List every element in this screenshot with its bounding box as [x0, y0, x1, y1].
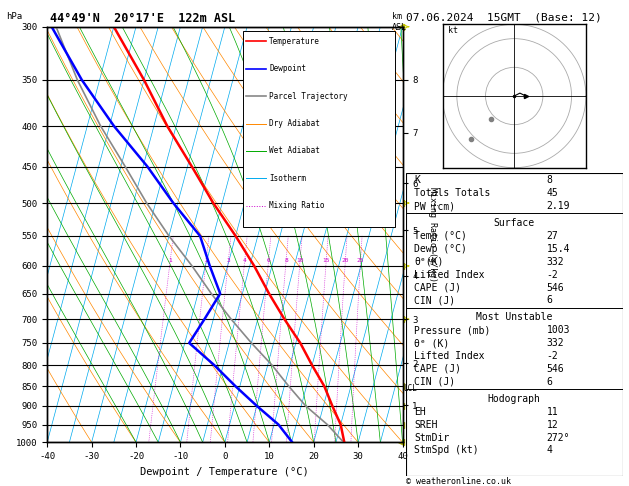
Text: 546: 546 [547, 282, 564, 293]
Text: Most Unstable: Most Unstable [476, 312, 552, 322]
Text: K: K [415, 175, 420, 185]
Text: Dewpoint: Dewpoint [269, 64, 306, 73]
Text: StmSpd (kt): StmSpd (kt) [415, 446, 479, 455]
Text: -2: -2 [547, 351, 559, 361]
Text: Dewp (°C): Dewp (°C) [415, 244, 467, 254]
Text: 44°49'N  20°17'E  122m ASL: 44°49'N 20°17'E 122m ASL [50, 12, 236, 25]
Text: 27: 27 [547, 231, 559, 241]
Text: 45: 45 [547, 188, 559, 198]
Text: 15: 15 [323, 258, 330, 262]
Text: 2: 2 [204, 258, 208, 262]
Text: 12: 12 [547, 419, 559, 430]
Text: 8: 8 [284, 258, 288, 262]
Text: 2.19: 2.19 [547, 201, 571, 211]
Text: 11: 11 [547, 407, 559, 417]
Text: kt: kt [448, 26, 459, 35]
Text: CAPE (J): CAPE (J) [415, 282, 462, 293]
Text: hPa: hPa [6, 12, 23, 21]
Text: StmDir: StmDir [415, 433, 450, 443]
Y-axis label: Mixing Ratio (g/kg): Mixing Ratio (g/kg) [428, 187, 437, 282]
Bar [243, 31, 396, 227]
Text: θᵉ(K): θᵉ(K) [415, 257, 444, 267]
Text: -2: -2 [547, 270, 559, 279]
Text: CAPE (J): CAPE (J) [415, 364, 462, 374]
Text: 15.4: 15.4 [547, 244, 571, 254]
Text: 546: 546 [547, 364, 564, 374]
Text: EH: EH [415, 407, 426, 417]
Text: Pressure (mb): Pressure (mb) [415, 325, 491, 335]
Text: 6: 6 [547, 377, 553, 387]
Text: SREH: SREH [415, 419, 438, 430]
X-axis label: Dewpoint / Temperature (°C): Dewpoint / Temperature (°C) [140, 467, 309, 477]
Text: Totals Totals: Totals Totals [415, 188, 491, 198]
Text: Isotherm: Isotherm [269, 174, 306, 183]
Text: θᵉ (K): θᵉ (K) [415, 338, 450, 348]
Text: CIN (J): CIN (J) [415, 377, 455, 387]
Text: 25: 25 [357, 258, 364, 262]
Text: PW (cm): PW (cm) [415, 201, 455, 211]
Text: 332: 332 [547, 338, 564, 348]
Text: Temperature: Temperature [269, 37, 320, 46]
Text: 332: 332 [547, 257, 564, 267]
Text: Dry Adiabat: Dry Adiabat [269, 119, 320, 128]
Text: 07.06.2024  15GMT  (Base: 12): 07.06.2024 15GMT (Base: 12) [406, 12, 601, 22]
Text: Parcel Trajectory: Parcel Trajectory [269, 92, 348, 101]
Text: 10: 10 [296, 258, 304, 262]
Text: km
ASL: km ASL [392, 12, 407, 32]
Text: Temp (°C): Temp (°C) [415, 231, 467, 241]
Text: © weatheronline.co.uk: © weatheronline.co.uk [406, 477, 511, 486]
Text: 4: 4 [547, 446, 553, 455]
Text: 1: 1 [169, 258, 172, 262]
Text: 1003: 1003 [547, 325, 571, 335]
Text: 3: 3 [226, 258, 230, 262]
Text: 6: 6 [267, 258, 270, 262]
Text: LCL: LCL [403, 383, 417, 393]
Text: Lifted Index: Lifted Index [415, 270, 485, 279]
Text: 272°: 272° [547, 433, 571, 443]
Text: 20: 20 [342, 258, 349, 262]
Text: CIN (J): CIN (J) [415, 295, 455, 306]
Text: Surface: Surface [494, 218, 535, 228]
Text: 6: 6 [547, 295, 553, 306]
Text: Mixing Ratio: Mixing Ratio [269, 201, 325, 210]
Text: 4: 4 [243, 258, 247, 262]
Text: 8: 8 [547, 175, 553, 185]
Text: Wet Adiabat: Wet Adiabat [269, 146, 320, 156]
Text: Lifted Index: Lifted Index [415, 351, 485, 361]
Text: Hodograph: Hodograph [487, 394, 541, 404]
